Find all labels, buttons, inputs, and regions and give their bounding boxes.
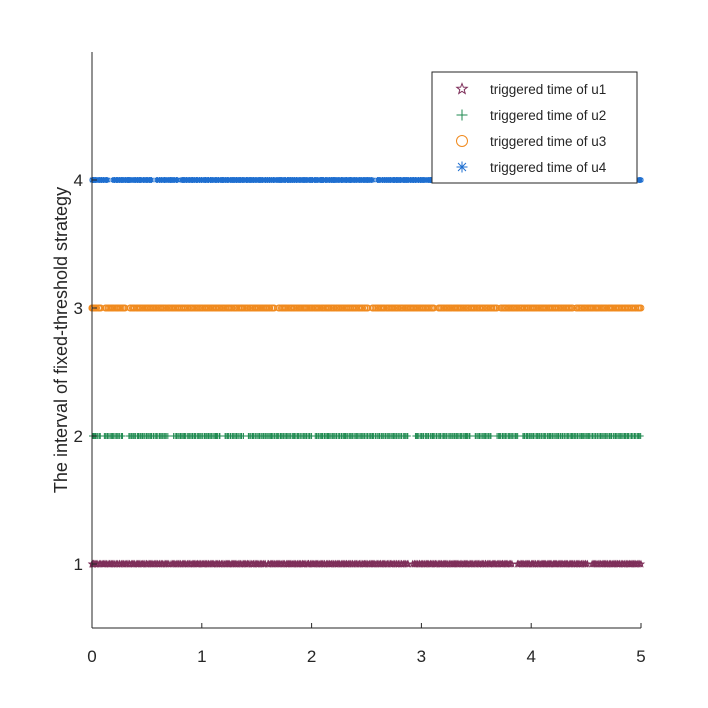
data-point — [216, 433, 223, 439]
data-point — [637, 304, 645, 312]
legend-box — [431, 71, 638, 184]
data-point — [266, 304, 274, 312]
data-point — [404, 433, 411, 439]
legend-marker — [455, 82, 469, 95]
data-point — [104, 177, 111, 183]
legend-label: triggered time of u1 — [490, 82, 606, 97]
data-point — [119, 433, 126, 439]
x-tick-label: 2 — [307, 647, 316, 666]
legend-label: triggered time of u2 — [490, 108, 606, 123]
data-point — [487, 433, 494, 439]
data-point — [228, 304, 236, 312]
legend-label: triggered time of u4 — [490, 160, 607, 175]
x-tick-label: 0 — [87, 647, 96, 666]
series-3 — [88, 304, 645, 312]
y-tick-label: 1 — [74, 555, 83, 574]
data-point — [369, 177, 376, 183]
y-tick-label: 3 — [74, 299, 83, 318]
data-point — [164, 433, 171, 439]
x-ticks: 0 1 2 3 4 5 — [87, 623, 646, 666]
legend-entry: triggered time of u1 — [455, 82, 606, 97]
legend-marker — [456, 161, 468, 173]
data-point — [636, 559, 646, 568]
legend: triggered time of u1 triggered time of u2… — [431, 71, 638, 184]
data-point — [637, 433, 644, 439]
data-point — [638, 177, 644, 183]
y-tick-label: 2 — [74, 427, 83, 446]
data-point — [148, 177, 155, 183]
legend-entry: triggered time of u4 — [456, 160, 607, 175]
x-tick-label: 3 — [417, 647, 426, 666]
data-point — [174, 177, 181, 183]
series-1 — [87, 559, 646, 568]
x-tick-label: 4 — [526, 647, 535, 666]
legend-entry: triggered time of u3 — [456, 134, 606, 149]
data-point — [466, 433, 473, 439]
y-axis-label: The interval of fixed-threshold strategy — [51, 187, 71, 493]
legend-marker — [456, 135, 468, 147]
plot-markers — [87, 177, 646, 568]
y-ticks: 1 2 3 4 — [74, 171, 97, 574]
x-tick-label: 1 — [197, 647, 206, 666]
legend-label: triggered time of u3 — [490, 134, 606, 149]
y-tick-label: 4 — [74, 171, 83, 190]
legend-marker — [456, 109, 468, 121]
data-point — [514, 433, 521, 439]
axes — [91, 52, 641, 629]
data-point — [89, 559, 98, 568]
series-2 — [89, 433, 644, 439]
legend-entry: triggered time of u2 — [456, 108, 606, 123]
x-tick-label: 5 — [636, 647, 645, 666]
